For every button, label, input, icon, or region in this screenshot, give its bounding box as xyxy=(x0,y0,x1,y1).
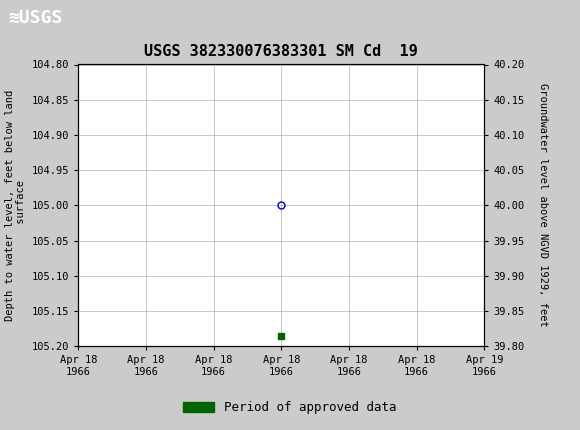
Y-axis label: Depth to water level, feet below land
 surface: Depth to water level, feet below land su… xyxy=(5,90,26,321)
Legend: Period of approved data: Period of approved data xyxy=(178,396,402,419)
Text: ≋USGS: ≋USGS xyxy=(9,9,63,27)
Y-axis label: Groundwater level above NGVD 1929, feet: Groundwater level above NGVD 1929, feet xyxy=(538,83,549,327)
Title: USGS 382330076383301 SM Cd  19: USGS 382330076383301 SM Cd 19 xyxy=(144,44,418,59)
